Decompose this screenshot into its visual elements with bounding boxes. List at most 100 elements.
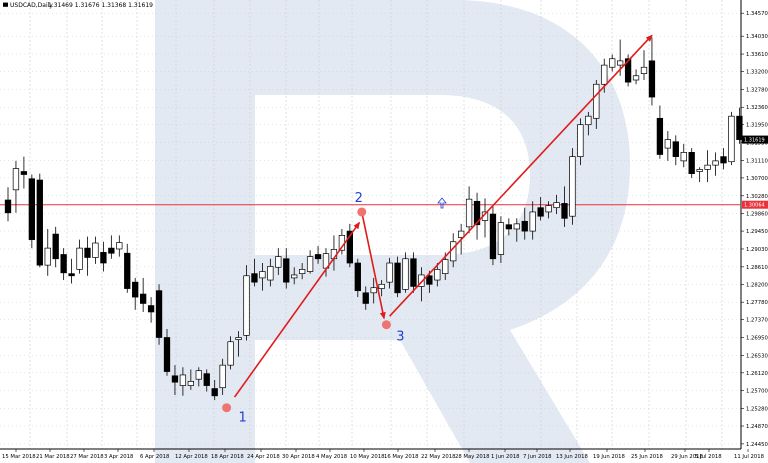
- candle-body: [163, 337, 171, 372]
- price-tick-label: 1.31950: [746, 123, 768, 129]
- candle-body: [640, 66, 648, 74]
- candle: [92, 236, 99, 264]
- candle-body: [616, 60, 624, 66]
- candle-body: [529, 211, 536, 232]
- candle-body: [243, 275, 250, 336]
- candle: [696, 167, 703, 183]
- candle: [219, 358, 226, 395]
- candle: [648, 37, 656, 106]
- candle-body: [259, 271, 266, 279]
- candle-body: [211, 388, 218, 397]
- candle: [402, 252, 409, 293]
- candle: [736, 107, 743, 144]
- candle: [235, 331, 242, 357]
- candle-body: [736, 115, 743, 140]
- date-tick-label: 30 Apr 2018: [282, 454, 315, 460]
- date-tick-label: 11 Jul 2018: [734, 454, 765, 460]
- price-tick-label: 1.33610: [746, 52, 768, 58]
- candle: [537, 197, 544, 221]
- candle-body: [275, 256, 282, 268]
- candle-body: [434, 269, 441, 281]
- level-price-label: 1.30064: [744, 203, 765, 209]
- candle: [124, 243, 131, 293]
- wave-arrow: [233, 221, 361, 398]
- date-tick-label: 4 May 2018: [316, 454, 348, 460]
- candle: [354, 258, 361, 298]
- candle-body: [497, 222, 505, 255]
- candle-body: [306, 256, 314, 272]
- candle-body: [314, 254, 322, 260]
- candle: [60, 248, 67, 281]
- wave-arrow: [360, 211, 386, 320]
- horizontal-level-line[interactable]: 1.30064: [0, 200, 768, 209]
- date-tick-label: 18 Apr 2018: [211, 454, 244, 460]
- candle-body: [521, 220, 528, 232]
- candle: [497, 216, 505, 264]
- candle-body: [378, 283, 385, 289]
- up-arrow-icon: [437, 197, 447, 209]
- candle-body: [672, 141, 679, 157]
- candle-body: [52, 233, 59, 260]
- candle: [28, 174, 35, 249]
- date-tick-label: 3 Apr 2018: [104, 454, 134, 460]
- candle-body: [720, 156, 727, 164]
- candle: [227, 336, 234, 370]
- price-tick-label: 1.24450: [746, 442, 768, 448]
- candle: [52, 226, 59, 268]
- price-tick-label: 1.28200: [746, 282, 768, 288]
- candle: [609, 54, 616, 72]
- candle-body: [299, 269, 306, 275]
- candle: [521, 207, 528, 240]
- candle-body: [418, 274, 425, 287]
- candle-body: [473, 200, 481, 226]
- candle: [394, 256, 401, 298]
- candle: [251, 258, 258, 287]
- candle: [489, 205, 497, 266]
- current-price-tag: [742, 135, 768, 144]
- date-tick-label: 29 Jun 2018: [671, 454, 703, 460]
- price-tick-label: 1.34570: [746, 11, 768, 17]
- candle: [299, 263, 306, 280]
- candle-body: [235, 337, 242, 340]
- candle-body: [171, 375, 179, 383]
- candle: [179, 367, 187, 396]
- candle-body: [569, 156, 576, 217]
- candle: [36, 173, 43, 268]
- wave-point-label: 3: [396, 330, 404, 345]
- candle-body: [386, 262, 393, 283]
- candle: [593, 80, 600, 129]
- candle: [275, 248, 282, 275]
- date-tick-label: 5 Jul 2018: [695, 454, 722, 460]
- candle: [473, 192, 481, 240]
- candle-body: [227, 341, 234, 366]
- candle-body: [108, 247, 115, 254]
- candle-body: [283, 258, 290, 283]
- candle: [100, 241, 107, 272]
- candle-body: [577, 124, 584, 157]
- candle-body: [513, 223, 520, 230]
- candlestick-series: [4, 37, 743, 401]
- candle: [68, 258, 75, 284]
- chart-menu-icon[interactable]: [3, 2, 8, 7]
- date-tick-label: 16 May 2018: [384, 454, 419, 460]
- candle-body: [84, 247, 91, 258]
- candle: [577, 118, 584, 166]
- candle: [20, 156, 28, 189]
- candle: [672, 135, 679, 166]
- candle-body: [553, 202, 560, 209]
- ohlc-quote: 1.31469 1.31676 1.31368 1.31619: [48, 2, 153, 9]
- candle: [680, 143, 687, 168]
- candle-body: [537, 207, 544, 217]
- candle: [291, 267, 298, 285]
- price-tick-label: 1.30700: [746, 176, 768, 182]
- price-tick-label: 1.27780: [746, 300, 768, 306]
- candle: [259, 263, 266, 291]
- candle: [418, 267, 425, 302]
- price-tick-label: 1.34030: [746, 34, 768, 40]
- candle-body: [147, 305, 155, 313]
- candle-body: [187, 380, 195, 386]
- watermark-logo: [155, 0, 630, 463]
- candle-body: [132, 281, 139, 298]
- wave-arrow: [389, 34, 653, 317]
